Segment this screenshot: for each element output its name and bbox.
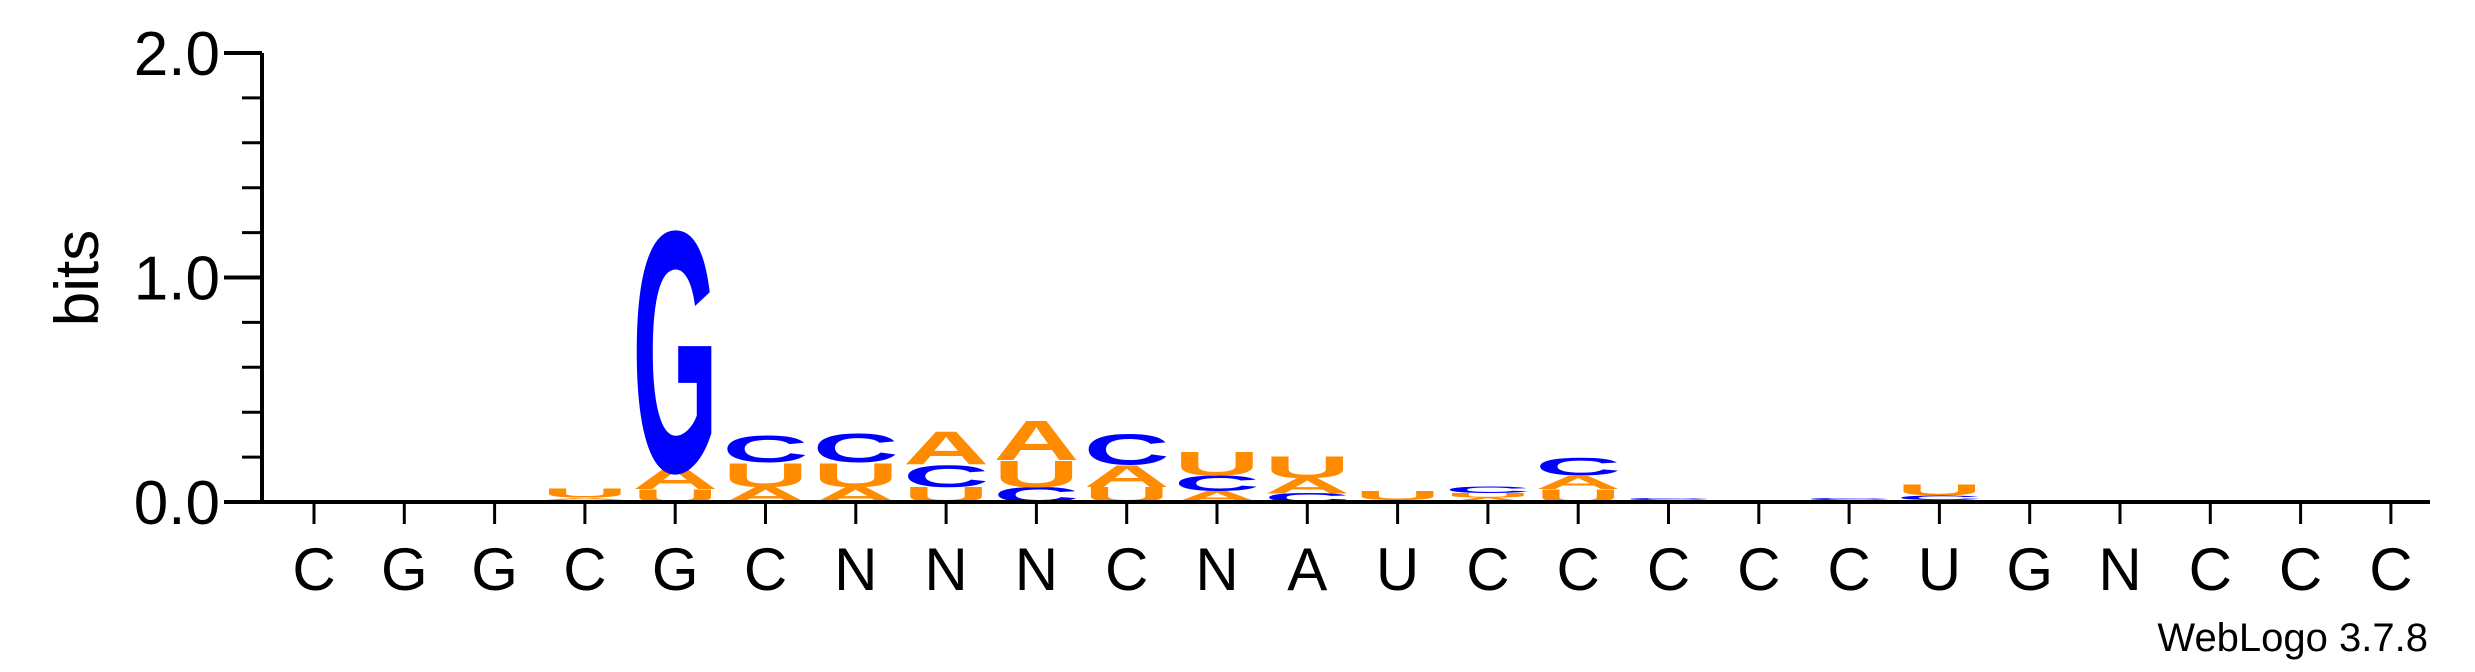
- x-tick-label: N: [1195, 536, 1238, 603]
- logo-letter-c: C: [1896, 494, 1982, 501]
- x-tick-label: N: [1015, 536, 1058, 603]
- logo-letter-a: A: [1264, 474, 1350, 499]
- logo-letter-c: C: [903, 459, 989, 494]
- x-tick-label: C: [1557, 536, 1600, 603]
- x-tick-label: C: [292, 536, 335, 603]
- x-tick-label: N: [924, 536, 967, 603]
- logo-letter-u: U: [1174, 445, 1260, 484]
- x-tick-label: G: [381, 536, 428, 603]
- x-tick-label: C: [1466, 536, 1509, 603]
- y-tick-label: 1.0: [134, 245, 220, 314]
- logo-letter-c: C: [813, 425, 899, 471]
- logo-letter-stacks: CAUUAGAUCAUCUCACUAUACACUCAUAUAUCUACACCAC…: [542, 160, 1983, 545]
- x-tick-label: N: [834, 536, 877, 603]
- x-tick-label: C: [1105, 536, 1148, 603]
- logo-letter-u: U: [1445, 492, 1531, 499]
- x-tick-label: N: [2098, 536, 2141, 603]
- logo-letter-u: U: [542, 486, 628, 500]
- logo-letter-u: U: [993, 453, 1079, 495]
- x-tick-label: A: [1287, 536, 1327, 603]
- logo-letter-c: C: [1625, 497, 1711, 500]
- x-tick-label: C: [1647, 536, 1690, 603]
- logo-letter-u: U: [722, 456, 808, 495]
- logo-letter-a: A: [1445, 496, 1531, 503]
- logo-letter-u: U: [1355, 489, 1441, 503]
- weblogo-credit: WebLogo 3.7.8: [2157, 616, 2428, 660]
- x-tick-label: U: [1376, 536, 1419, 603]
- logo-letter-g: G: [632, 160, 718, 545]
- logo-letter-u: U: [813, 456, 899, 495]
- logo-letter-c: C: [1806, 497, 1892, 500]
- logo-letter-c: C: [1445, 485, 1531, 495]
- x-tick-label: C: [563, 536, 606, 603]
- x-tick-label: C: [744, 536, 787, 603]
- logo-letter-u: U: [1896, 481, 1982, 499]
- logo-letter-a: A: [993, 409, 1079, 472]
- logo-letter-a: A: [1084, 459, 1170, 494]
- x-tick-label: C: [2369, 536, 2412, 603]
- y-tick-label: 2.0: [134, 20, 220, 89]
- logo-letter-a: A: [1535, 472, 1621, 493]
- logo-letter-c: C: [1535, 453, 1621, 481]
- y-axis-title: bits: [43, 230, 112, 326]
- x-tick-label: C: [2189, 536, 2232, 603]
- x-tick-label: G: [471, 536, 518, 603]
- logo-letter-a: A: [542, 497, 628, 500]
- x-tick-label: G: [652, 536, 699, 603]
- logo-letter-u: U: [1264, 450, 1350, 485]
- x-tick-label: G: [2006, 536, 2053, 603]
- logo-letter-c: C: [1174, 471, 1260, 496]
- x-tick-label: C: [1827, 536, 1870, 603]
- logo-letter-a: A: [903, 422, 989, 474]
- logo-letter-a: A: [632, 461, 718, 496]
- y-axis-ticks: 0.0 1.0 2.0: [134, 20, 262, 538]
- y-tick-label: 0.0: [134, 469, 220, 538]
- x-tick-label: C: [1737, 536, 1780, 603]
- x-tick-label: U: [1918, 536, 1961, 603]
- logo-letter-c: C: [722, 428, 808, 470]
- logo-letter-c: C: [1084, 425, 1170, 474]
- x-tick-label: C: [2279, 536, 2322, 603]
